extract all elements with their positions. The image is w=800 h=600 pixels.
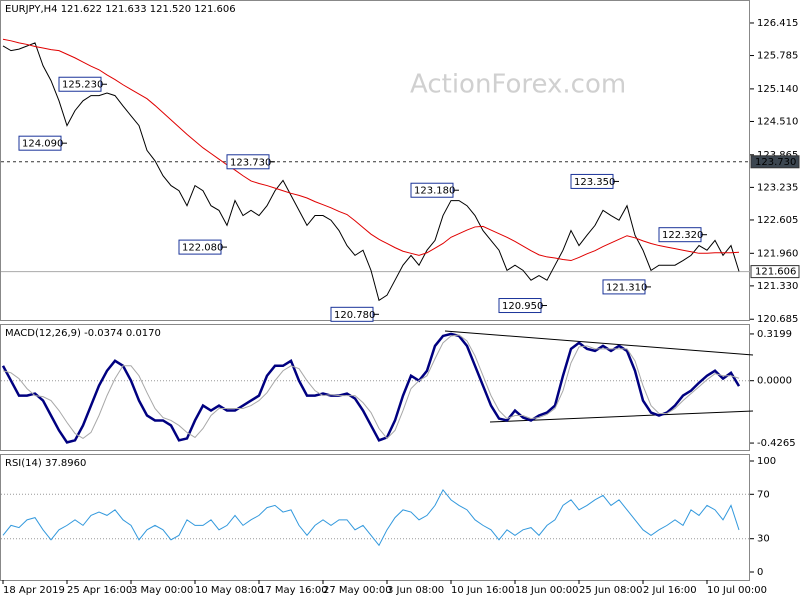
annotation-label: 125.230 (62, 80, 103, 91)
annotation-box (58, 76, 102, 92)
y-tick-label: 126.415 (757, 18, 798, 29)
y-tick-label: 124.510 (757, 116, 798, 127)
series-line (2, 488, 740, 547)
annotation-label: 120.780 (334, 310, 375, 321)
y-tick-label: 70 (757, 489, 770, 500)
y-tick-label: 0.0000 (757, 376, 792, 387)
y-tick-label: 100 (757, 456, 776, 467)
x-tick-label: 18 Apr 2019 (3, 585, 65, 596)
trendline (444, 330, 754, 356)
x-tick-label: 10 May 08:00 (195, 585, 264, 596)
annotation-box (330, 306, 374, 322)
x-tick-label: 3 May 00:00 (131, 585, 193, 596)
price-label: 123.730 (755, 157, 796, 168)
y-tick-label: 122.605 (757, 215, 798, 226)
x-tick-label: 25 Jun 08:00 (579, 585, 643, 596)
x-tick-label: 10 Jul 00:00 (707, 585, 767, 596)
annotation-box (658, 227, 702, 243)
y-tick-label: 30 (757, 534, 770, 545)
y-tick-label: 125.140 (757, 84, 798, 95)
y-tick-label: -0.4265 (757, 438, 796, 449)
price-label-box (750, 265, 800, 279)
annotation-box (178, 239, 222, 255)
annotation-box (410, 182, 454, 198)
annotation-label: 123.730 (230, 157, 271, 168)
annotation-box (570, 173, 614, 189)
x-tick-label: 3 Jun 08:00 (387, 585, 444, 596)
annotation-label: 124.090 (22, 139, 63, 150)
annotation-label: 122.320 (662, 230, 703, 241)
y-tick-label: 0.3199 (757, 329, 792, 340)
x-tick-label: 27 May 00:00 (323, 585, 392, 596)
series-line (2, 38, 740, 262)
x-tick-label: 10 Jun 16:00 (451, 585, 515, 596)
annotation-box (18, 135, 62, 151)
y-tick-label: 121.960 (757, 248, 798, 259)
annotation-label: 123.180 (414, 186, 455, 197)
annotation-label: 122.080 (182, 243, 223, 254)
panel-title: RSI(14) 37.8960 (5, 458, 86, 469)
x-tick-label: 18 Jun 00:00 (515, 585, 579, 596)
panel-title: MACD(12,26,9) -0.0374 0.0170 (5, 328, 161, 339)
annotation-box (498, 298, 542, 314)
series-line (2, 42, 740, 302)
y-tick-label: 121.330 (757, 281, 798, 292)
annotation-box (602, 279, 646, 295)
annotation-label: 121.310 (606, 282, 647, 293)
annotation-box (226, 154, 270, 170)
annotation-label: 123.350 (574, 177, 615, 188)
x-tick-label: 25 Apr 16:00 (67, 585, 132, 596)
watermark: ActionForex.com (410, 70, 626, 100)
price-panel (0, 0, 750, 321)
annotation-label: 120.950 (502, 301, 543, 312)
y-tick-label: 125.785 (757, 51, 798, 62)
header: EURJPY,H4 121.622 121.633 121.520 121.60… (5, 4, 236, 15)
macd-panel (0, 324, 750, 451)
x-tick-label: 17 May 16:00 (259, 585, 328, 596)
price-label-box (750, 155, 800, 169)
price-label: 121.606 (755, 267, 796, 278)
y-tick-label: 0 (757, 567, 763, 578)
x-tick-label: 2 Jul 16:00 (643, 585, 697, 596)
series-line (1, 332, 741, 444)
y-tick-label: 120.685 (757, 314, 798, 325)
rsi-panel (0, 454, 750, 581)
y-tick-label: 123.235 (757, 182, 798, 193)
series-line (2, 334, 740, 440)
